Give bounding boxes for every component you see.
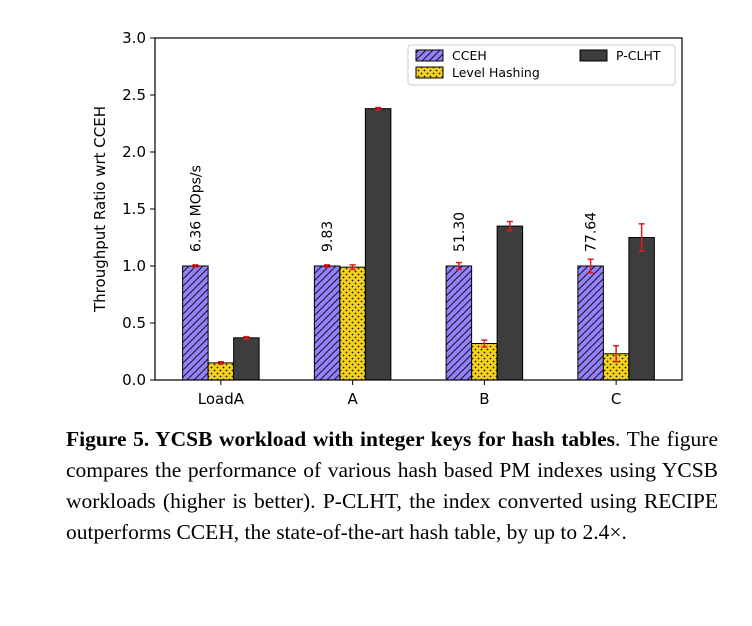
y-tick-label: 1.5 (122, 200, 146, 218)
error-bars-layer (192, 106, 645, 365)
error-bar (587, 258, 594, 274)
x-tick-label: C (611, 390, 621, 408)
error-bar (375, 106, 382, 111)
x-tick-label: B (479, 390, 489, 408)
legend-label: CCEH (452, 48, 487, 63)
legend-box (407, 44, 676, 86)
bar-annotations: 6.36 MOps/s 9.83 51.30 77.64 (188, 165, 599, 252)
bar-annotation: 9.83 (320, 221, 336, 252)
error-bar (243, 335, 250, 340)
y-tick-label: 0.5 (122, 314, 146, 332)
bar-annotation: 6.36 MOps/s (188, 165, 204, 252)
bar-annotation: 51.30 (452, 212, 468, 252)
y-tick-label: 2.5 (122, 86, 146, 104)
error-bar (324, 264, 331, 268)
error-bar (506, 220, 513, 232)
caption-title: Figure 5. YCSB workload with integer key… (66, 427, 616, 451)
figure-caption: Figure 5. YCSB workload with integer key… (66, 424, 718, 548)
bar-cceh-b (445, 265, 473, 381)
y-tick-label: 2.0 (122, 143, 146, 161)
bar-chart: 6.36 MOps/s 9.83 51.30 77.64 LoadA A B C 0.0 0.5… (91, 29, 683, 408)
bar-cceh-a (313, 265, 341, 381)
y-tick-label: 3.0 (122, 29, 146, 47)
axes: LoadA A B C 0.0 0.5 1.0 1.5 2.0 2.5 3.0 (122, 29, 683, 408)
legend-label: Level Hashing (452, 65, 540, 80)
y-tick-label: 0.0 (122, 371, 146, 389)
bar-p-clht-b (496, 225, 524, 381)
bar-level-hashing-loada (207, 362, 235, 381)
error-bar (349, 264, 356, 271)
legend-label: P-CLHT (616, 48, 661, 63)
legend: CCEH Level Hashing P-CLHT (407, 44, 676, 86)
bar-level-hashing-b (471, 343, 498, 381)
error-bar (638, 223, 645, 252)
x-tick-label: LoadA (198, 390, 245, 408)
error-bar (613, 345, 620, 363)
bar-cceh-c (577, 265, 604, 381)
caption-body: . The figure compares the performance of… (66, 427, 718, 544)
error-bar (217, 361, 224, 365)
legend-swatch (415, 66, 444, 79)
bar-annotation: 77.64 (584, 212, 600, 252)
bar-cceh-loada (182, 265, 209, 381)
error-bar (481, 339, 488, 348)
legend-swatch (415, 49, 444, 62)
y-axis-label: Throughput Ratio wrt CCEH (91, 106, 109, 313)
bar-p-clht-a (364, 108, 392, 381)
legend-swatch (579, 49, 608, 62)
bar-level-hashing-a (339, 266, 366, 381)
bar-p-clht-loada (233, 337, 260, 381)
error-bar (455, 261, 462, 271)
x-tick-label: A (347, 390, 358, 408)
error-bar (192, 264, 199, 268)
bar-p-clht-c (628, 237, 655, 381)
y-tick-label: 1.0 (122, 257, 146, 275)
bars-layer (182, 108, 655, 381)
